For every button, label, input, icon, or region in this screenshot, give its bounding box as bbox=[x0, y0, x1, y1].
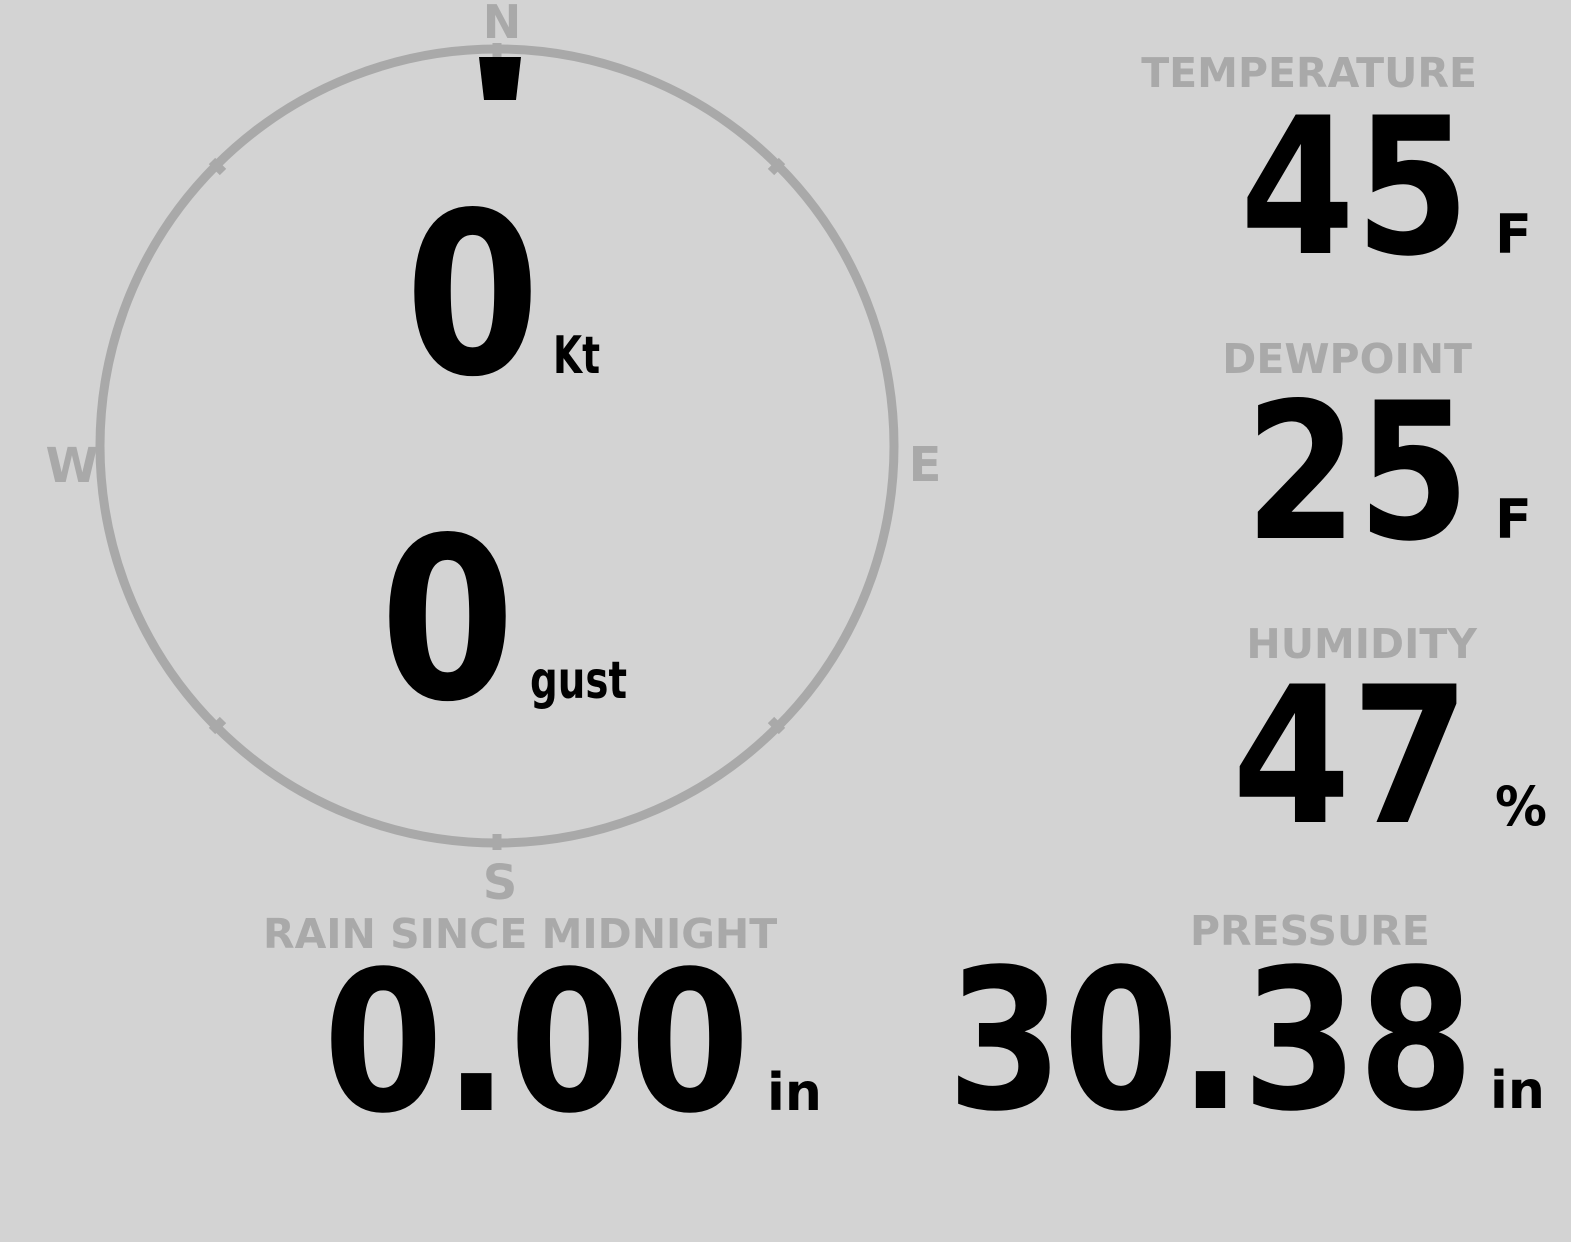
humidity-panel: HUMIDITY 47 % bbox=[1232, 620, 1547, 867]
wind-gust-value: 0 bbox=[380, 490, 515, 752]
compass-label-north: N bbox=[483, 0, 522, 49]
wind-speed-value: 0 bbox=[405, 165, 540, 427]
dewpoint-panel: DEWPOINT 25 F bbox=[1222, 335, 1532, 583]
wind-compass-gauge: N E S W 0 Kt 0 gust bbox=[46, 0, 942, 911]
compass-label-south: S bbox=[483, 855, 518, 911]
humidity-value: 47 bbox=[1232, 646, 1470, 867]
wind-direction-marker-icon bbox=[479, 57, 521, 100]
compass-tick-southwest-icon bbox=[208, 716, 227, 735]
compass-ticks bbox=[208, 43, 786, 850]
temperature-label: TEMPERATURE bbox=[1141, 49, 1477, 97]
pressure-panel: PRESSURE 30.38 in bbox=[947, 907, 1545, 1154]
pressure-value: 30.38 bbox=[947, 927, 1474, 1154]
wind-gust-unit: gust bbox=[530, 651, 627, 711]
compass-tick-southeast-icon bbox=[767, 716, 786, 735]
wind-speed-unit: Kt bbox=[553, 326, 600, 386]
dewpoint-unit: F bbox=[1495, 488, 1532, 551]
compass-tick-northwest-icon bbox=[208, 157, 227, 176]
temperature-value: 45 bbox=[1240, 77, 1470, 298]
humidity-unit: % bbox=[1495, 775, 1547, 838]
rain-label: RAIN SINCE MIDNIGHT bbox=[263, 910, 777, 958]
humidity-label: HUMIDITY bbox=[1246, 620, 1478, 668]
dewpoint-label: DEWPOINT bbox=[1222, 335, 1472, 383]
pressure-unit: in bbox=[1490, 1061, 1545, 1121]
rain-panel: RAIN SINCE MIDNIGHT 0.00 in bbox=[263, 910, 822, 1156]
compass-tick-northeast-icon bbox=[767, 157, 786, 176]
temperature-panel: TEMPERATURE 45 F bbox=[1141, 49, 1532, 298]
pressure-label: PRESSURE bbox=[1190, 907, 1430, 955]
compass-label-east: E bbox=[909, 437, 942, 493]
rain-unit: in bbox=[767, 1063, 822, 1123]
compass-label-west: W bbox=[46, 438, 99, 494]
temperature-unit: F bbox=[1495, 203, 1532, 266]
dewpoint-value: 25 bbox=[1245, 362, 1470, 583]
rain-value: 0.00 bbox=[323, 929, 750, 1156]
